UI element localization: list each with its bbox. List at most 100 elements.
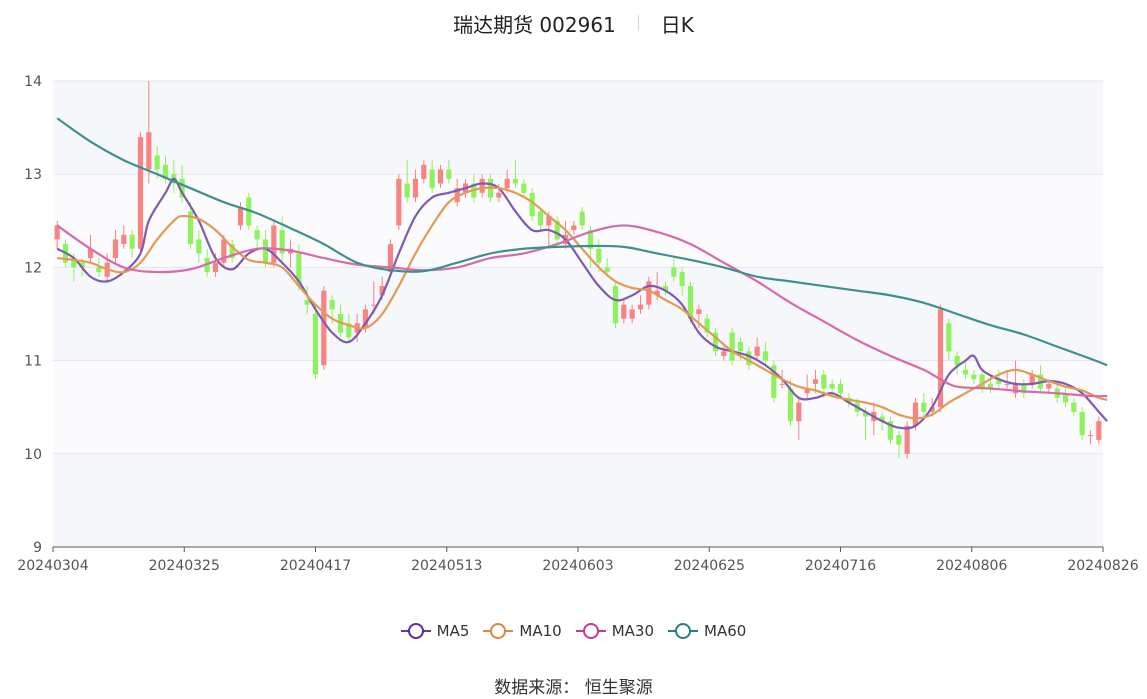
candle-body [654, 290, 660, 296]
legend-item-ma5[interactable]: MA5 [400, 622, 470, 640]
candle-body [296, 253, 302, 287]
candle-body [512, 178, 519, 184]
series-line-ma5 [56, 177, 1108, 430]
candle-body [579, 211, 585, 226]
candle [129, 230, 135, 259]
series-line-ma60 [56, 117, 1108, 367]
stock-title: 瑞达期货 002961 [453, 12, 616, 37]
candle-body [429, 169, 435, 189]
candle-body [187, 211, 194, 245]
legend-marker-icon [668, 623, 699, 639]
candle-body [762, 351, 769, 361]
candle [671, 258, 677, 282]
x-tick-label: 20240417 [280, 558, 351, 574]
candle-body [962, 369, 969, 375]
candle-body [812, 379, 819, 384]
candle [496, 183, 502, 203]
candle [429, 160, 435, 193]
candle-body [829, 383, 835, 389]
candle-body [862, 411, 869, 417]
candle-body [696, 309, 702, 314]
candle-body [971, 374, 977, 380]
candle [454, 178, 460, 207]
candle-body [529, 192, 535, 217]
legend-marker-icon [575, 623, 606, 639]
candle-body [321, 290, 327, 366]
legend-item-ma10[interactable]: MA10 [483, 622, 562, 640]
candle-body [604, 267, 610, 273]
data-source: 数据来源： 恒生聚源 [494, 678, 653, 698]
candle-body [137, 136, 144, 249]
candle-body [1012, 383, 1019, 394]
candle [312, 304, 319, 380]
candle-body [996, 379, 1002, 384]
legend-marker-icon [400, 623, 431, 639]
candle [704, 314, 710, 338]
title-separator [637, 15, 639, 31]
candle-body [687, 286, 694, 319]
legend-item-ma30[interactable]: MA30 [575, 622, 655, 640]
candle-body [379, 286, 385, 296]
candle-body [221, 239, 227, 263]
candle [404, 160, 410, 203]
candle-body [1079, 411, 1085, 436]
candle-body [279, 230, 285, 254]
x-tick-label: 20240625 [674, 558, 745, 574]
axes: 9 10 11 12 13 14 20240304 20240325 20240417 20240… [17, 74, 1138, 574]
candle [746, 346, 752, 370]
candle-body [1004, 383, 1010, 385]
candle-body [346, 323, 352, 338]
candle-body [387, 244, 394, 273]
y-tick-label: 11 [24, 354, 42, 370]
candle [1079, 407, 1085, 440]
candle [796, 397, 802, 440]
candle-body [237, 206, 244, 226]
grid-band [53, 453, 1103, 547]
legend-label: MA5 [436, 622, 470, 640]
candle [946, 318, 952, 361]
candle-body [779, 383, 785, 385]
candle [662, 281, 669, 296]
candle [954, 351, 960, 375]
candle [804, 374, 810, 398]
candle-body [79, 262, 85, 268]
candle-body [887, 421, 894, 440]
candle-body [879, 416, 885, 422]
candle-body [554, 220, 560, 240]
candle-body [746, 351, 752, 366]
candle [412, 169, 419, 203]
candle-body [1096, 421, 1102, 440]
candle-body [1021, 383, 1027, 394]
x-tick-label: 20240826 [1067, 558, 1138, 574]
candle [554, 216, 560, 245]
legend-label: MA60 [704, 622, 747, 640]
candle [712, 327, 719, 356]
grid-bands [53, 81, 1103, 547]
candle [421, 160, 427, 184]
legend-label: MA30 [611, 622, 655, 640]
candle [604, 258, 610, 277]
candle-body [921, 402, 927, 412]
candle [271, 220, 277, 268]
candle-body [587, 230, 594, 249]
candle-body [121, 234, 127, 245]
candle [196, 230, 202, 263]
candle-body [662, 286, 669, 291]
candle [221, 234, 227, 268]
candle [979, 369, 985, 394]
candle [1021, 379, 1027, 398]
candle-body [646, 281, 652, 305]
legend-item-ma60[interactable]: MA60 [668, 622, 746, 640]
candle [571, 220, 577, 235]
candle-body [437, 169, 444, 184]
legend-marker-icon [483, 623, 514, 639]
candle [521, 178, 527, 198]
candle [987, 374, 994, 394]
candle-body [737, 341, 744, 352]
candle [771, 360, 777, 403]
candle-body [446, 169, 452, 179]
candle-body [96, 267, 102, 273]
candle-body [629, 309, 635, 319]
y-tick-label: 14 [24, 74, 42, 90]
